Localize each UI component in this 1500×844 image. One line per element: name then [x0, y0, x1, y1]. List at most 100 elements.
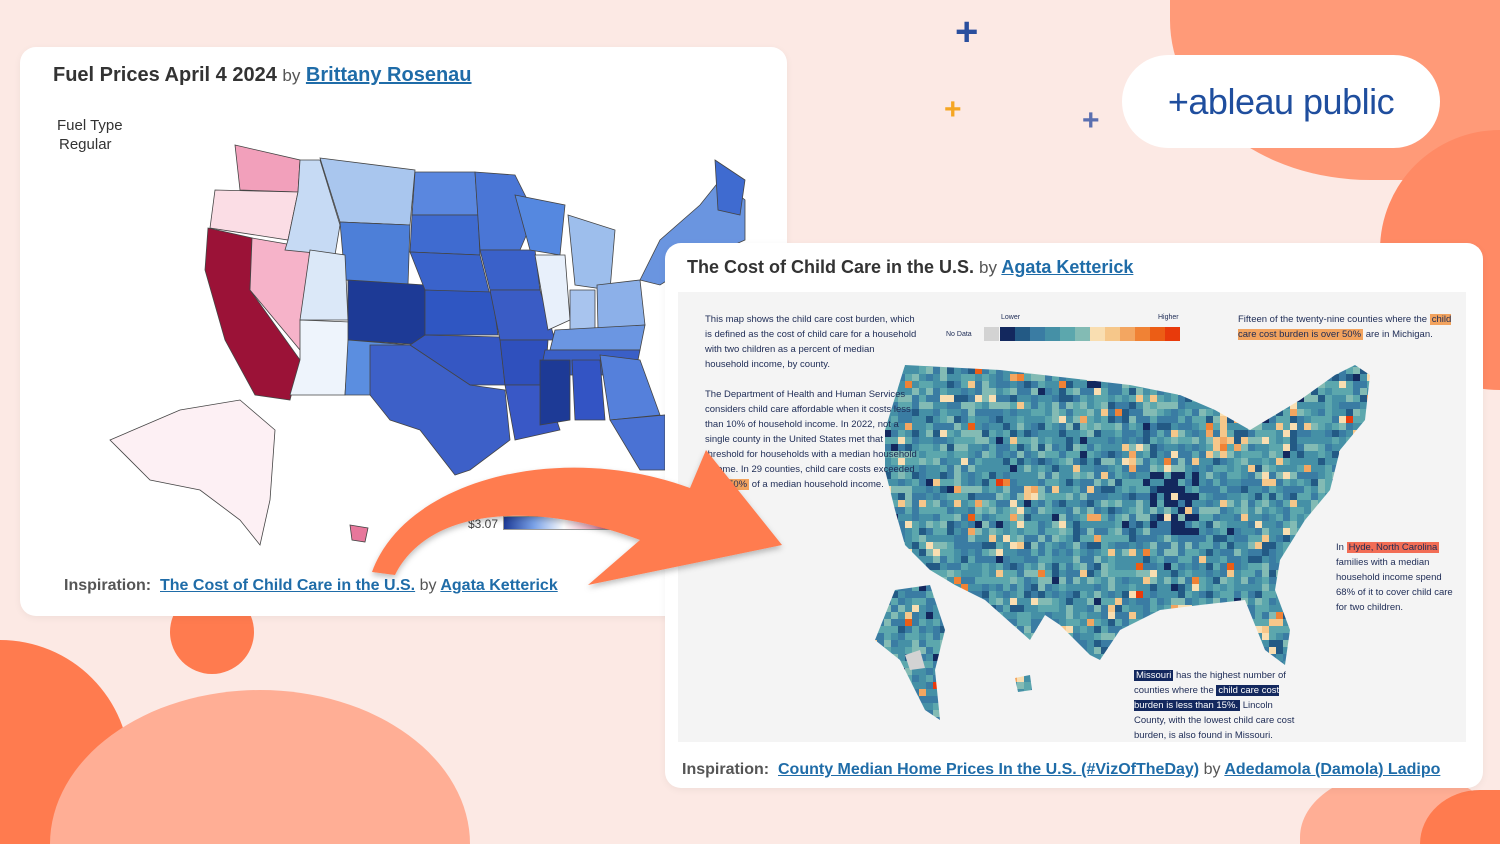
- county[interactable]: [912, 521, 919, 528]
- county[interactable]: [1010, 605, 1017, 612]
- county[interactable]: [1304, 500, 1311, 507]
- county[interactable]: [1073, 556, 1080, 563]
- county[interactable]: [1122, 472, 1129, 479]
- county[interactable]: [1115, 591, 1122, 598]
- county[interactable]: [968, 640, 975, 647]
- county[interactable]: [1129, 388, 1136, 395]
- county[interactable]: [1094, 500, 1101, 507]
- county[interactable]: [1101, 444, 1108, 451]
- county[interactable]: [1213, 381, 1220, 388]
- county[interactable]: [1178, 486, 1185, 493]
- county[interactable]: [1255, 367, 1262, 374]
- county[interactable]: [1297, 542, 1304, 549]
- county[interactable]: [1017, 549, 1024, 556]
- county[interactable]: [1192, 360, 1199, 367]
- county[interactable]: [1143, 605, 1150, 612]
- county[interactable]: [1318, 486, 1325, 493]
- county[interactable]: [1269, 374, 1276, 381]
- county[interactable]: [1199, 556, 1206, 563]
- county[interactable]: [1269, 647, 1276, 654]
- county[interactable]: [975, 696, 982, 703]
- county[interactable]: [1080, 696, 1087, 703]
- county[interactable]: [1185, 633, 1192, 640]
- county[interactable]: [1178, 444, 1185, 451]
- county[interactable]: [1164, 570, 1171, 577]
- county[interactable]: [1248, 521, 1255, 528]
- county[interactable]: [954, 703, 961, 710]
- county[interactable]: [1157, 598, 1164, 605]
- county[interactable]: [1073, 507, 1080, 514]
- county[interactable]: [1101, 458, 1108, 465]
- county[interactable]: [1115, 584, 1122, 591]
- county[interactable]: [933, 619, 940, 626]
- county[interactable]: [1283, 591, 1290, 598]
- county[interactable]: [961, 507, 968, 514]
- county[interactable]: [1024, 724, 1031, 731]
- county[interactable]: [1213, 514, 1220, 521]
- county[interactable]: [1227, 612, 1234, 619]
- county[interactable]: [933, 577, 940, 584]
- county[interactable]: [884, 528, 891, 535]
- county[interactable]: [898, 395, 905, 402]
- county[interactable]: [1052, 612, 1059, 619]
- county[interactable]: [912, 430, 919, 437]
- county[interactable]: [1087, 521, 1094, 528]
- county[interactable]: [1101, 689, 1108, 696]
- county[interactable]: [954, 626, 961, 633]
- county[interactable]: [1213, 563, 1220, 570]
- county[interactable]: [912, 374, 919, 381]
- county[interactable]: [1213, 605, 1220, 612]
- county[interactable]: [1178, 570, 1185, 577]
- county[interactable]: [975, 626, 982, 633]
- county[interactable]: [1094, 612, 1101, 619]
- county[interactable]: [961, 549, 968, 556]
- county[interactable]: [1290, 367, 1297, 374]
- county[interactable]: [1122, 549, 1129, 556]
- county[interactable]: [1304, 528, 1311, 535]
- county[interactable]: [1017, 430, 1024, 437]
- county[interactable]: [1115, 493, 1122, 500]
- county[interactable]: [1115, 710, 1122, 717]
- county[interactable]: [940, 577, 947, 584]
- county[interactable]: [982, 521, 989, 528]
- county[interactable]: [891, 724, 898, 731]
- county[interactable]: [1115, 423, 1122, 430]
- county[interactable]: [968, 458, 975, 465]
- county[interactable]: [1136, 584, 1143, 591]
- county[interactable]: [877, 647, 884, 654]
- county[interactable]: [1164, 528, 1171, 535]
- county[interactable]: [1283, 486, 1290, 493]
- county[interactable]: [1171, 626, 1178, 633]
- county[interactable]: [996, 717, 1003, 724]
- county[interactable]: [1017, 521, 1024, 528]
- county[interactable]: [898, 724, 905, 731]
- county[interactable]: [989, 521, 996, 528]
- county[interactable]: [1332, 381, 1339, 388]
- county[interactable]: [1045, 633, 1052, 640]
- county[interactable]: [1185, 528, 1192, 535]
- county[interactable]: [1255, 640, 1262, 647]
- county[interactable]: [1304, 423, 1311, 430]
- county[interactable]: [1073, 458, 1080, 465]
- county[interactable]: [1346, 486, 1353, 493]
- county[interactable]: [1031, 647, 1038, 654]
- county[interactable]: [1283, 521, 1290, 528]
- county[interactable]: [1192, 619, 1199, 626]
- county[interactable]: [1332, 479, 1339, 486]
- county[interactable]: [1024, 416, 1031, 423]
- county[interactable]: [1010, 479, 1017, 486]
- county[interactable]: [1052, 640, 1059, 647]
- county[interactable]: [1269, 381, 1276, 388]
- county[interactable]: [1129, 521, 1136, 528]
- county[interactable]: [1283, 577, 1290, 584]
- county[interactable]: [1136, 591, 1143, 598]
- county[interactable]: [1101, 388, 1108, 395]
- county[interactable]: [1080, 556, 1087, 563]
- county[interactable]: [1332, 507, 1339, 514]
- county[interactable]: [905, 577, 912, 584]
- county[interactable]: [982, 591, 989, 598]
- county[interactable]: [1052, 409, 1059, 416]
- county[interactable]: [982, 675, 989, 682]
- county[interactable]: [1045, 556, 1052, 563]
- county[interactable]: [1290, 654, 1297, 661]
